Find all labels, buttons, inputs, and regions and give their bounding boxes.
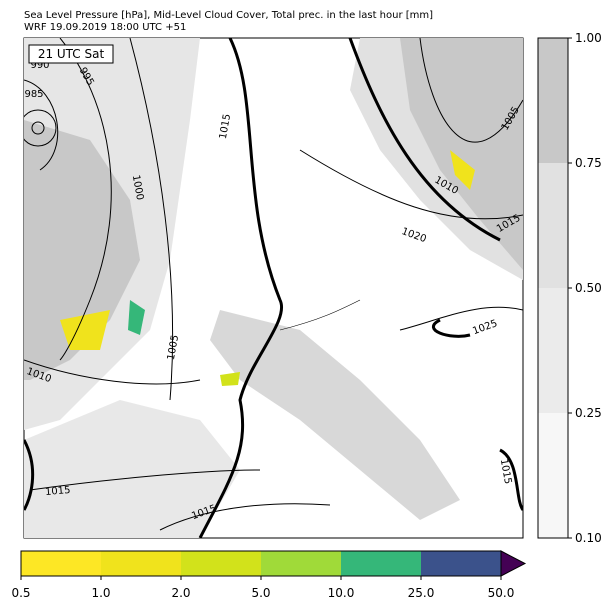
cloud-areas xyxy=(24,38,523,538)
colorbar-segment xyxy=(181,551,261,576)
colorbar-tick-label: 0.5 xyxy=(11,586,30,600)
colorbar-tick-label: 1.00 xyxy=(575,31,602,45)
precip-colorbar: 0.5 1.0 2.0 5.0 10.0 25.0 50.0 xyxy=(11,550,527,600)
contour-label: 1015 xyxy=(498,458,513,485)
contours xyxy=(24,38,523,538)
colorbar-segment xyxy=(421,551,501,576)
contour-label: 1005 xyxy=(166,334,181,361)
colorbar-segment xyxy=(538,413,568,538)
colorbar-segment xyxy=(261,551,341,576)
colorbar-tick-label: 0.75 xyxy=(575,156,602,170)
colorbar-tick-label: 0.10 xyxy=(575,531,602,545)
colorbar-tick-label: 5.0 xyxy=(251,586,270,600)
contour-label: 985 xyxy=(24,89,43,100)
colorbar-segment xyxy=(538,288,568,413)
colorbar-segment xyxy=(101,551,181,576)
colorbar-tick-label: 50.0 xyxy=(488,586,515,600)
title: Sea Level Pressure [hPa], Mid-Level Clou… xyxy=(24,10,433,21)
colorbar-tick-label: 0.50 xyxy=(575,281,602,295)
subtitle: WRF 19.09.2019 18:00 UTC +51 xyxy=(24,22,186,33)
colorbar-tick-label: 25.0 xyxy=(408,586,435,600)
colorbar-tick-label: 0.25 xyxy=(575,406,602,420)
colorbar-segment xyxy=(538,38,568,163)
contour-label: 1000 xyxy=(130,174,145,201)
time-label: 21 UTC Sat xyxy=(38,47,105,61)
colorbar-tick-label: 2.0 xyxy=(171,586,190,600)
colorbar-segment xyxy=(21,551,101,576)
colorbar-tick-label: 10.0 xyxy=(328,586,355,600)
contour-label: 1015 xyxy=(218,113,233,140)
contour-label: 990 xyxy=(30,60,49,71)
colorbar-segment xyxy=(341,551,421,576)
colorbar-tick-label: 1.0 xyxy=(91,586,110,600)
cloud-colorbar: 0.10 0.25 0.50 0.75 1.00 xyxy=(537,31,602,545)
map: 9959859901000100510101015101510151010102… xyxy=(23,37,524,539)
colorbar-extend xyxy=(500,550,527,577)
contour-label: 1015 xyxy=(45,485,71,498)
colorbar-segment xyxy=(538,163,568,288)
